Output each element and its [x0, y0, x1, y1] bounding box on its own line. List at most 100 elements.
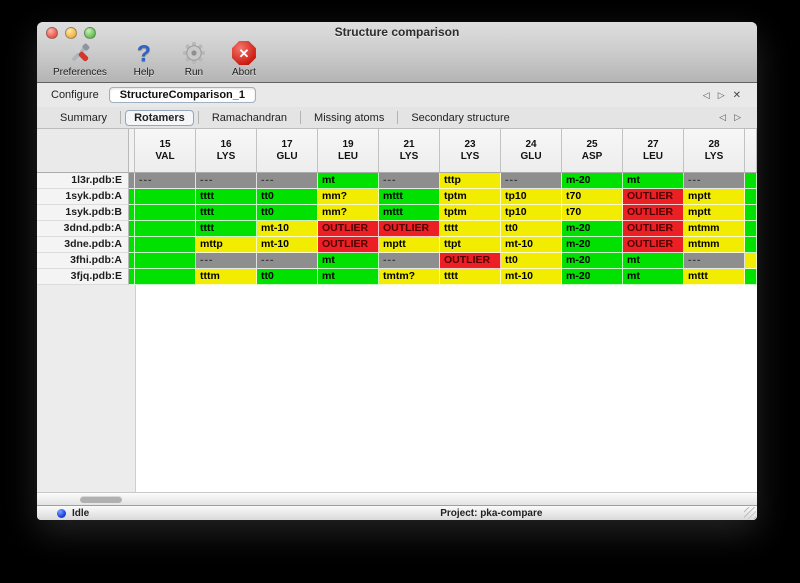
rotamer-cell[interactable]: tttt: [440, 269, 501, 285]
rotamer-cell[interactable]: tp10: [501, 205, 562, 221]
rotamer-cell[interactable]: tttp: [440, 173, 501, 189]
tab-ramachandran[interactable]: Ramachandran: [211, 111, 288, 124]
rotamer-cell[interactable]: OUTLIER: [623, 221, 684, 237]
rotamer-cell[interactable]: ---: [257, 253, 318, 269]
rotamer-cell[interactable]: t70: [562, 189, 623, 205]
rotamer-cell[interactable]: mm?: [318, 205, 379, 221]
tab-rotamers[interactable]: Rotamers: [125, 109, 194, 126]
rotamer-cell[interactable]: mtmm: [684, 221, 745, 237]
column-header[interactable]: 25 ASP: [562, 129, 623, 173]
row-label[interactable]: 1l3r.pdb:E: [37, 173, 129, 189]
rotamer-cell[interactable]: [135, 269, 196, 285]
rotamer-cell[interactable]: tt0: [257, 205, 318, 221]
rotamer-cell[interactable]: mt-10: [257, 237, 318, 253]
rotamer-cell[interactable]: OUTLIER: [623, 205, 684, 221]
rotamer-cell[interactable]: ---: [196, 253, 257, 269]
row-label[interactable]: 3dnd.pdb:A: [37, 221, 129, 237]
rotamer-cell[interactable]: mttp: [196, 237, 257, 253]
rotamer-cell[interactable]: m-20: [562, 173, 623, 189]
column-header[interactable]: 21 LYS: [379, 129, 440, 173]
column-header[interactable]: 16 LYS: [196, 129, 257, 173]
rotamer-cell[interactable]: tt0: [257, 189, 318, 205]
rotamer-cell[interactable]: mttt: [684, 269, 745, 285]
help-button[interactable]: ? Help: [131, 40, 157, 78]
rotamer-cell[interactable]: mt: [623, 269, 684, 285]
rotamer-cell[interactable]: mtmm: [684, 237, 745, 253]
rotamer-cell[interactable]: tptm: [440, 205, 501, 221]
pane-next-icon[interactable]: ▷: [717, 89, 725, 100]
rotamer-cell[interactable]: [135, 189, 196, 205]
rotamer-cell[interactable]: ---: [135, 173, 196, 189]
rotamer-cell[interactable]: tt0: [501, 221, 562, 237]
rotamer-cell[interactable]: mt-10: [501, 269, 562, 285]
rotamer-cell[interactable]: ---: [257, 173, 318, 189]
rotamer-cell[interactable]: m-20: [562, 237, 623, 253]
close-window-button[interactable]: [46, 27, 58, 39]
rotamer-cell[interactable]: tt0: [501, 253, 562, 269]
rotamer-cell[interactable]: ---: [379, 173, 440, 189]
rotamer-cell[interactable]: [135, 221, 196, 237]
minimize-window-button[interactable]: [65, 27, 77, 39]
rotamer-cell[interactable]: OUTLIER: [623, 237, 684, 253]
rotamer-cell[interactable]: ---: [684, 173, 745, 189]
rotamer-cell[interactable]: mptt: [684, 189, 745, 205]
rotamer-cell[interactable]: tttm: [196, 269, 257, 285]
row-label[interactable]: 3fhi.pdb:A: [37, 253, 129, 269]
rotamer-cell[interactable]: mttt: [379, 205, 440, 221]
rotamer-cell[interactable]: OUTLIER: [379, 221, 440, 237]
title-bar[interactable]: Structure comparison: [37, 22, 757, 42]
row-label[interactable]: 1syk.pdb:A: [37, 189, 129, 205]
tab-missing-atoms[interactable]: Missing atoms: [314, 111, 385, 124]
column-header[interactable]: 17 GLU: [257, 129, 318, 173]
column-header[interactable]: 28 LYS: [684, 129, 745, 173]
rotamer-cell[interactable]: mt-10: [501, 237, 562, 253]
rotamer-cell[interactable]: mt: [318, 253, 379, 269]
rotamer-cell[interactable]: mm?: [318, 189, 379, 205]
row-label[interactable]: 1syk.pdb:B: [37, 205, 129, 221]
rotamer-cell[interactable]: OUTLIER: [440, 253, 501, 269]
rotamer-cell[interactable]: [135, 253, 196, 269]
rotamer-cell[interactable]: tttt: [196, 205, 257, 221]
rotamer-cell[interactable]: mptt: [684, 205, 745, 221]
rotamer-cell[interactable]: tp10: [501, 189, 562, 205]
rotamer-cell[interactable]: OUTLIER: [318, 221, 379, 237]
rotamer-cell[interactable]: mptt: [379, 237, 440, 253]
rotamer-cell[interactable]: [135, 205, 196, 221]
tab-scroll-next-icon[interactable]: ▷: [734, 112, 741, 122]
column-header[interactable]: 19 LEU: [318, 129, 379, 173]
rotamer-cell[interactable]: tt0: [257, 269, 318, 285]
row-label[interactable]: 3dne.pdb:A: [37, 237, 129, 253]
rotamer-cell[interactable]: ---: [196, 173, 257, 189]
configuration-name-field[interactable]: StructureComparison_1: [108, 87, 257, 103]
rotamer-cell[interactable]: tttt: [440, 221, 501, 237]
zoom-window-button[interactable]: [84, 27, 96, 39]
tab-scroll-prev-icon[interactable]: ◁: [719, 112, 727, 122]
rotamer-cell[interactable]: t70: [562, 205, 623, 221]
rotamer-cell[interactable]: tmtm?: [379, 269, 440, 285]
rotamer-cell[interactable]: tttt: [196, 189, 257, 205]
abort-button[interactable]: ✕ Abort: [231, 40, 257, 78]
rotamer-cell[interactable]: ---: [501, 173, 562, 189]
rotamer-cell[interactable]: m-20: [562, 253, 623, 269]
rotamer-cell[interactable]: mt: [623, 253, 684, 269]
rotamer-cell[interactable]: mt-10: [257, 221, 318, 237]
rotamer-cell[interactable]: ttpt: [440, 237, 501, 253]
rotamer-cell[interactable]: ---: [379, 253, 440, 269]
rotamer-cell[interactable]: mttt: [379, 189, 440, 205]
rotamer-cell[interactable]: mt: [623, 173, 684, 189]
pane-prev-icon[interactable]: ◁: [702, 89, 710, 100]
tab-secondary-structure[interactable]: Secondary structure: [411, 111, 510, 124]
column-header[interactable]: 23 LYS: [440, 129, 501, 173]
rotamer-cell[interactable]: m-20: [562, 269, 623, 285]
rotamer-cell[interactable]: mt: [318, 269, 379, 285]
rotamer-cell[interactable]: tptm: [440, 189, 501, 205]
pane-close-icon[interactable]: ✕: [732, 89, 741, 101]
resize-grip[interactable]: [744, 507, 756, 519]
scrollbar-thumb[interactable]: [80, 496, 122, 503]
rotamer-cell[interactable]: [135, 237, 196, 253]
horizontal-scrollbar[interactable]: [37, 492, 757, 505]
column-header[interactable]: 15 VAL: [135, 129, 196, 173]
rotamer-cell[interactable]: m-20: [562, 221, 623, 237]
tab-summary[interactable]: Summary: [60, 111, 108, 124]
preferences-button[interactable]: Preferences: [53, 40, 107, 78]
